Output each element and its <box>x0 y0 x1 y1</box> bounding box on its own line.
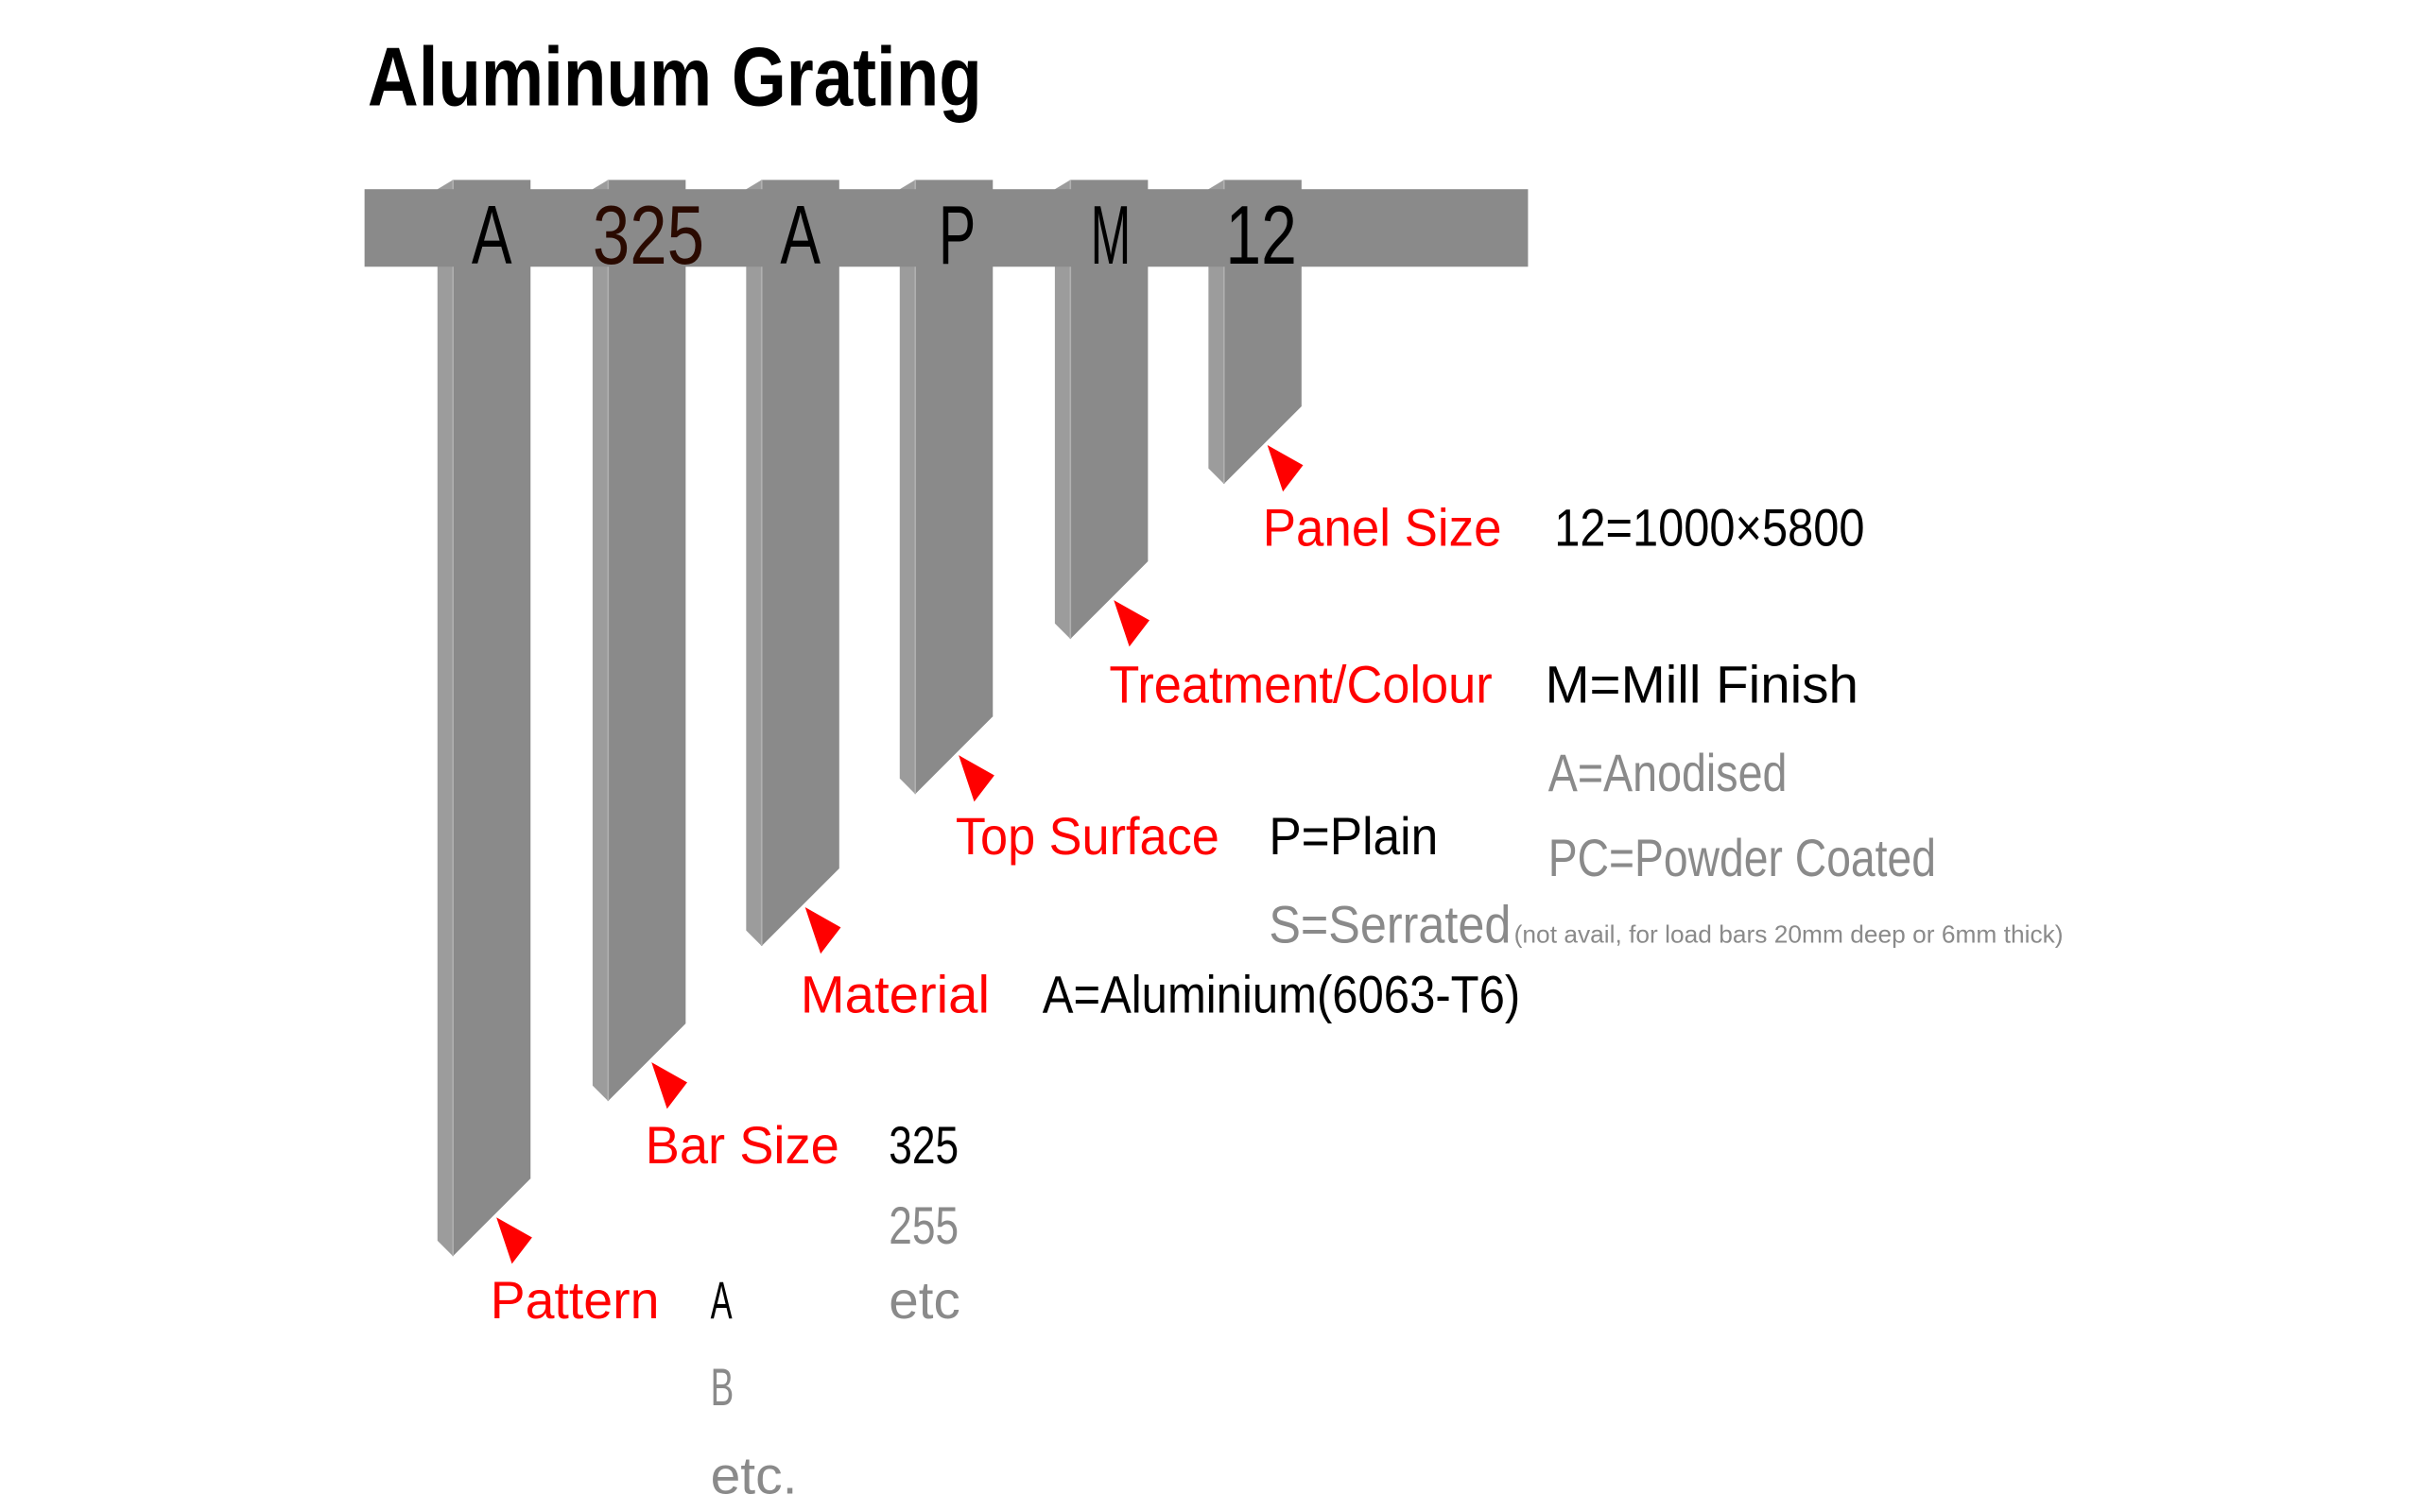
material-label: Material <box>801 965 990 1024</box>
material-pointer-icon <box>804 907 841 954</box>
panel-size-pointer-icon <box>1267 444 1304 492</box>
top-surface-bar-side <box>899 180 916 795</box>
panel-size-label: Panel Size <box>1263 498 1502 558</box>
panel-size-value: 12=1000×5800 <box>1554 498 1864 558</box>
top-surface-bar <box>915 180 994 795</box>
code-top-surface: P <box>939 188 976 282</box>
top-surface-note: (not avail, for load bars 20mm deep or 6… <box>1514 920 2064 949</box>
material-bar-side <box>746 180 762 947</box>
page-title: Aluminum Grating <box>368 30 982 124</box>
code-bar-size: 325 <box>593 188 704 282</box>
code-treatment: M <box>1091 188 1132 282</box>
code-header-bar <box>364 189 1529 267</box>
pattern-label: Pattern <box>491 1270 660 1330</box>
top-surface-value: P=Plain <box>1269 806 1438 866</box>
pattern-pointer-icon <box>496 1217 532 1264</box>
code-bars <box>437 180 1304 1264</box>
code-panel-size: 12 <box>1225 188 1296 282</box>
pattern-bar <box>453 180 531 1257</box>
treatment-label: Treatment/Colour <box>1109 654 1492 713</box>
pattern-bar-side <box>437 180 454 1257</box>
bar-size-pointer-icon <box>651 1062 687 1109</box>
treatment-bar-side <box>1054 180 1071 640</box>
pattern-option: B <box>711 1357 735 1417</box>
pattern-value: A <box>711 1270 733 1330</box>
code-pattern: A <box>472 188 512 282</box>
material-bar <box>761 180 839 947</box>
code-material: A <box>780 188 821 282</box>
treatment-value: M=Mill Finish <box>1545 654 1858 713</box>
material-value: A=Aluminium(6063-T6) <box>1043 965 1520 1024</box>
bar-size-value: 325 <box>889 1115 959 1175</box>
pattern-option: etc. <box>711 1445 798 1504</box>
bar-size-label: Bar Size <box>646 1115 839 1175</box>
treatment-pointer-icon <box>1114 600 1150 647</box>
top-surface-option: S=Serrated <box>1269 895 1511 954</box>
treatment-bar <box>1070 180 1149 640</box>
bar-size-bar <box>608 180 686 1102</box>
top-surface-label: Top Surface <box>956 806 1219 866</box>
treatment-option: PC=Powder Coated <box>1548 828 1936 887</box>
bar-size-option: 255 <box>889 1195 959 1255</box>
bar-size-bar-side <box>592 180 609 1102</box>
treatment-option: A=Anodised <box>1548 743 1788 802</box>
bar-size-option: etc <box>889 1270 959 1330</box>
top-surface-pointer-icon <box>959 755 994 802</box>
